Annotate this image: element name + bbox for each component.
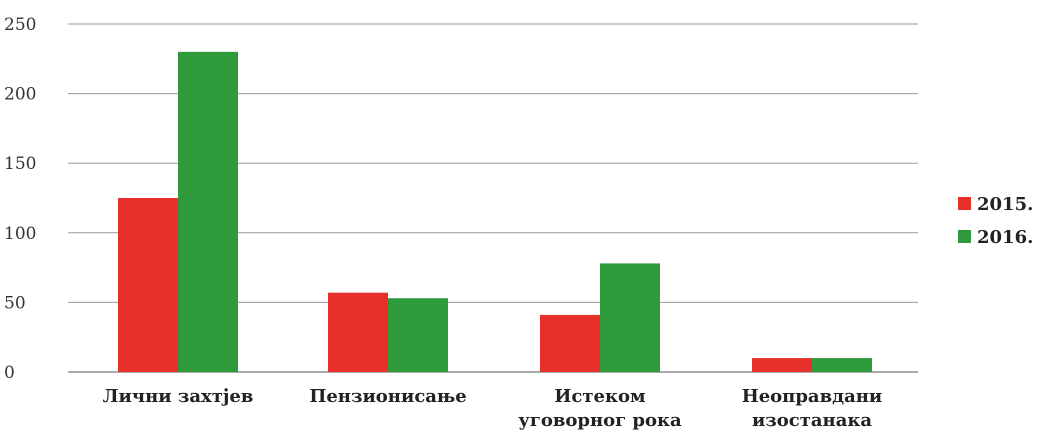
- y-tick-label: 250: [4, 15, 36, 35]
- legend: 2015. 2016.: [958, 194, 1033, 248]
- x-tick-labels: Лични захтјев Пензионисање Истеком уговорно…: [103, 386, 883, 431]
- bars: [118, 51, 872, 373]
- x-tick-label: изостанака: [752, 410, 872, 431]
- y-tick-label: 50: [4, 293, 26, 313]
- bar-2016-1: [388, 298, 448, 372]
- bar-2015-0: [118, 198, 178, 372]
- y-tick-labels: 0 50 100 150 200 250: [4, 15, 36, 383]
- bar-2016-3: [812, 358, 872, 372]
- legend-swatch: [958, 230, 971, 243]
- bar-2016-2: [600, 263, 660, 372]
- bar-2016-0: [178, 51, 238, 373]
- x-tick-label: Пензионисање: [309, 386, 466, 407]
- legend-label: 2015.: [977, 194, 1033, 215]
- x-tick-label: Лични захтјев: [103, 386, 254, 407]
- legend-swatch: [958, 197, 971, 210]
- y-tick-label: 200: [4, 85, 36, 105]
- bar-2015-3: [752, 358, 812, 372]
- legend-label: 2016.: [977, 227, 1033, 248]
- y-tick-label: 0: [4, 363, 15, 383]
- y-tick-label: 150: [4, 154, 36, 174]
- bar-2015-2: [540, 314, 600, 372]
- bar-2015-1: [328, 292, 388, 372]
- x-tick-label: уговорног рока: [518, 410, 682, 431]
- y-tick-label: 100: [4, 224, 36, 244]
- x-tick-label: Истеком: [554, 386, 646, 407]
- x-tick-label: Неоправдани: [742, 386, 883, 407]
